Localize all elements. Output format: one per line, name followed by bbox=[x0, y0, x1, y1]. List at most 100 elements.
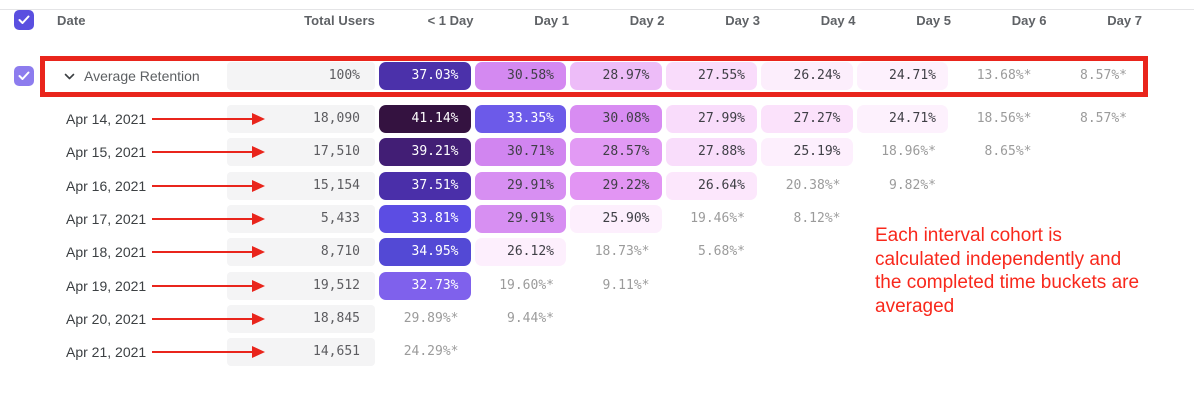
table-row[interactable]: Apr 18, 2021 8,710 34.95% 26.12% 18.73%* 5.68… bbox=[0, 236, 1194, 268]
retention-value-cell[interactable]: 39.21% bbox=[379, 138, 471, 167]
column-header-date[interactable]: Date bbox=[57, 12, 86, 28]
retention-value-cell[interactable]: 29.91% bbox=[474, 171, 566, 200]
retention-value-cell[interactable]: 27.88% bbox=[665, 138, 757, 167]
row-cells: 33.81% 29.91% 25.90% 19.46%* 8.12%* bbox=[379, 205, 857, 234]
retention-value-cell[interactable]: 29.22% bbox=[570, 171, 662, 200]
chevron-down-icon[interactable] bbox=[64, 73, 75, 80]
retention-value-cell[interactable]: 9.44%* bbox=[507, 311, 554, 327]
retention-value-cell[interactable]: 24.71% bbox=[856, 62, 948, 90]
row-cells: 32.73% 19.60%* 9.11%* bbox=[379, 271, 666, 300]
column-header-day-6[interactable]: Day 6 bbox=[1011, 12, 1047, 28]
retention-value-cell[interactable]: 28.97% bbox=[570, 62, 662, 90]
retention-value-cell[interactable]: 29.91% bbox=[474, 205, 566, 234]
row-date-label: Apr 20, 2021 bbox=[66, 311, 147, 328]
retention-value-cell[interactable]: 8.57%* bbox=[1080, 111, 1127, 126]
retention-value-cell[interactable]: 26.12% bbox=[474, 238, 566, 267]
retention-value-cell[interactable]: 9.11%* bbox=[602, 277, 650, 293]
row-date-label: Apr 21, 2021 bbox=[66, 344, 147, 361]
average-row-checkbox[interactable] bbox=[14, 66, 34, 86]
average-retention-row[interactable]: Average Retention 100% 37.03% 30.58% 28.97… bbox=[0, 60, 1194, 92]
retention-value-cell[interactable]: 18.96%* bbox=[881, 144, 936, 160]
day-headers: < 1 Day Day 1 Day 2 Day 3 Day 4 Day 5 Day 6 Day… bbox=[394, 13, 1158, 28]
retention-value-cell[interactable]: 29.89%* bbox=[403, 311, 459, 327]
column-header-day-3[interactable]: Day 3 bbox=[725, 12, 760, 28]
table-row[interactable]: Apr 15, 2021 17,510 39.21% 30.71% 28.57% 27.8… bbox=[0, 136, 1194, 168]
column-header-day-4[interactable]: Day 4 bbox=[820, 12, 856, 28]
column-header-day-1[interactable]: Day 1 bbox=[534, 12, 569, 28]
retention-value-cell[interactable]: 5.68%* bbox=[698, 244, 745, 260]
red-arrow-icon bbox=[152, 279, 265, 292]
row-cells: 29.89%* 9.44%* bbox=[379, 305, 570, 333]
retention-value-cell[interactable]: 30.71% bbox=[474, 138, 566, 167]
retention-value-cell[interactable]: 25.90% bbox=[570, 205, 662, 234]
checkmark-icon bbox=[18, 15, 30, 24]
red-arrow-icon bbox=[152, 213, 265, 226]
red-arrow-icon bbox=[152, 246, 265, 259]
checkmark-icon bbox=[18, 71, 30, 80]
retention-value-cell[interactable]: 19.60%* bbox=[499, 277, 554, 293]
column-header-day-2[interactable]: Day 2 bbox=[629, 12, 665, 28]
retention-value-cell[interactable]: 18.73%* bbox=[594, 244, 650, 260]
row-date-label: Apr 17, 2021 bbox=[66, 211, 147, 228]
select-all-checkbox[interactable] bbox=[14, 10, 34, 30]
red-arrow-icon bbox=[152, 179, 265, 192]
retention-value-cell[interactable]: 33.35% bbox=[474, 105, 566, 133]
table-header-row: Date Total Users < 1 Day Day 1 Day 2 Day 3 D… bbox=[0, 8, 1194, 32]
red-arrow-icon bbox=[152, 313, 265, 326]
retention-value-cell[interactable]: 30.08% bbox=[570, 105, 662, 133]
average-row-label: Average Retention bbox=[84, 68, 200, 84]
retention-value-cell[interactable]: 34.95% bbox=[379, 238, 471, 267]
table-row[interactable]: Apr 17, 2021 5,433 33.81% 29.91% 25.90% 19.46… bbox=[0, 203, 1194, 235]
row-cells: 41.14% 33.35% 30.08% 27.99% 27.27% 24.71% 18.5… bbox=[379, 105, 1143, 133]
row-date-label: Apr 19, 2021 bbox=[66, 277, 147, 294]
row-date-label: Apr 16, 2021 bbox=[66, 177, 147, 194]
retention-value-cell[interactable]: 26.24% bbox=[761, 62, 853, 90]
table-top-divider bbox=[0, 9, 1194, 10]
retention-value-cell[interactable]: 37.51% bbox=[379, 171, 471, 200]
retention-value-cell[interactable]: 24.29%* bbox=[403, 344, 459, 360]
total-users-cell: 100% bbox=[227, 62, 375, 90]
retention-value-cell[interactable]: 24.71% bbox=[856, 105, 948, 133]
row-cells: 37.51% 29.91% 29.22% 26.64% 20.38%* 9.82%* bbox=[379, 171, 952, 200]
row-cells: 24.29%* bbox=[379, 338, 475, 366]
red-arrow-icon bbox=[152, 146, 265, 159]
total-users-cell: 15,154 bbox=[227, 171, 375, 200]
retention-value-cell[interactable]: 8.12%* bbox=[793, 211, 841, 227]
table-row[interactable]: Apr 19, 2021 19,512 32.73% 19.60%* 9.11%* bbox=[0, 270, 1194, 302]
retention-value-cell[interactable]: 28.57% bbox=[570, 138, 662, 167]
table-row[interactable]: Apr 20, 2021 18,845 29.89%* 9.44%* bbox=[0, 303, 1194, 335]
retention-value-cell[interactable]: 26.64% bbox=[665, 171, 757, 200]
retention-value-cell[interactable]: 9.82%* bbox=[889, 177, 936, 193]
retention-value-cell[interactable]: 27.55% bbox=[665, 62, 757, 90]
retention-value-cell[interactable]: 27.27% bbox=[761, 105, 853, 133]
column-header-day-5[interactable]: Day 5 bbox=[916, 12, 951, 28]
retention-value-cell[interactable]: 8.65%* bbox=[984, 144, 1032, 160]
column-header-1-day[interactable]: < 1 Day bbox=[427, 12, 474, 28]
column-header-day-7[interactable]: Day 7 bbox=[1107, 12, 1142, 28]
table-row[interactable]: Apr 16, 2021 15,154 37.51% 29.91% 29.22% 26.6… bbox=[0, 170, 1194, 202]
table-row[interactable]: Apr 21, 2021 14,651 24.29%* bbox=[0, 336, 1194, 368]
row-cells: 34.95% 26.12% 18.73%* 5.68%* bbox=[379, 238, 761, 267]
annotation-text: Each interval cohort is calculated indep… bbox=[875, 225, 1140, 317]
retention-value-cell[interactable]: 18.56%* bbox=[976, 111, 1032, 126]
row-cells: 39.21% 30.71% 28.57% 27.88% 25.19% 18.96%* 8.6… bbox=[379, 138, 1048, 167]
retention-value-cell[interactable]: 41.14% bbox=[379, 105, 471, 133]
retention-value-cell[interactable]: 37.03% bbox=[379, 62, 471, 90]
column-header-total-users[interactable]: Total Users bbox=[304, 12, 375, 28]
row-date-label: Apr 15, 2021 bbox=[66, 144, 147, 161]
retention-value-cell[interactable]: 20.38%* bbox=[785, 177, 841, 193]
average-cells: 37.03% 30.58% 28.97% 27.55% 26.24% 24.71% 13.6… bbox=[379, 62, 1143, 90]
retention-value-cell[interactable]: 30.58% bbox=[474, 62, 566, 90]
retention-value-cell[interactable]: 27.99% bbox=[665, 105, 757, 133]
retention-value-cell[interactable]: 25.19% bbox=[761, 138, 853, 167]
retention-value-cell[interactable]: 13.68%* bbox=[976, 68, 1032, 83]
retention-value-cell[interactable]: 33.81% bbox=[379, 205, 471, 234]
retention-value-cell[interactable]: 19.46%* bbox=[690, 211, 745, 227]
row-date-label: Apr 14, 2021 bbox=[66, 111, 147, 127]
retention-value-cell[interactable]: 8.57%* bbox=[1080, 68, 1127, 83]
red-arrow-icon bbox=[152, 113, 265, 125]
retention-value-cell[interactable]: 32.73% bbox=[379, 271, 471, 300]
table-row[interactable]: Apr 14, 2021 18,090 41.14% 33.35% 30.08% 27.9… bbox=[0, 103, 1194, 135]
row-date-label: Apr 18, 2021 bbox=[66, 244, 147, 261]
red-arrow-icon bbox=[152, 346, 265, 359]
